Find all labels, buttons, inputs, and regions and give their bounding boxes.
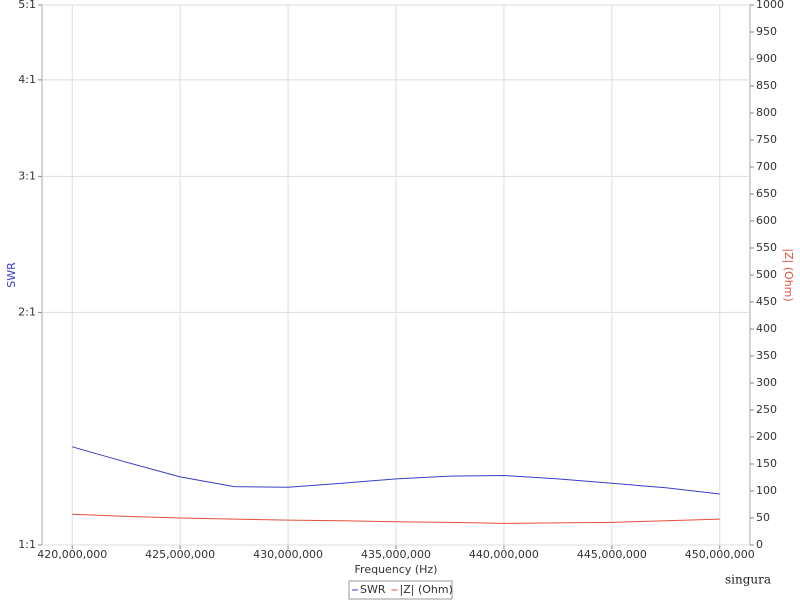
- y-axis-label: SWR: [5, 262, 18, 288]
- y2-tick-label: 1000: [756, 0, 784, 11]
- series-line: [72, 446, 720, 495]
- y2-tick-label: 700: [756, 160, 777, 173]
- y2-tick-label: 550: [756, 241, 777, 254]
- legend: [348, 580, 453, 600]
- x-tick-label: 445,000,000: [577, 548, 647, 561]
- y2-tick-label: 100: [756, 484, 777, 497]
- y2-tick-label: 450: [756, 295, 777, 308]
- y2-tick-label: 600: [756, 214, 777, 227]
- y2-tick-label: 50: [756, 511, 770, 524]
- y-tick-label: 1:1: [18, 538, 36, 551]
- series-line: [72, 513, 720, 524]
- y2-tick-label: 300: [756, 376, 777, 389]
- y2-tick-label: 200: [756, 430, 777, 443]
- y2-tick-label: 750: [756, 133, 777, 146]
- x-tick-label: 425,000,000: [145, 548, 215, 561]
- y2-tick-label: 250: [756, 403, 777, 416]
- y2-tick-label: 400: [756, 322, 777, 335]
- y2-tick-label: 150: [756, 457, 777, 470]
- legend-label: SWR: [360, 583, 386, 596]
- y-tick-label: 3:1: [18, 169, 36, 182]
- x-tick-label: 450,000,000: [685, 548, 755, 561]
- x-tick-label: 420,000,000: [37, 548, 107, 561]
- x-axis-label: Frequency (Hz): [355, 563, 438, 576]
- y2-tick-label: 950: [756, 25, 777, 38]
- y-tick-label: 4:1: [18, 73, 36, 86]
- y2-tick-label: 500: [756, 268, 777, 281]
- y2-tick-label: 350: [756, 349, 777, 362]
- y-tick-label: 2:1: [18, 305, 36, 318]
- y2-tick-label: 0: [756, 538, 763, 551]
- y-tick-label: 5:1: [18, 0, 36, 11]
- x-tick-label: 440,000,000: [469, 548, 539, 561]
- watermark: singura: [725, 573, 771, 587]
- y2-axis-label: |Z| (Ohm): [782, 248, 795, 301]
- legend-label: |Z| (Ohm): [400, 583, 453, 596]
- y2-tick-label: 800: [756, 106, 777, 119]
- y2-tick-label: 850: [756, 79, 777, 92]
- x-tick-label: 430,000,000: [253, 548, 323, 561]
- x-tick-label: 435,000,000: [361, 548, 431, 561]
- y2-tick-label: 650: [756, 187, 777, 200]
- y2-tick-label: 900: [756, 52, 777, 65]
